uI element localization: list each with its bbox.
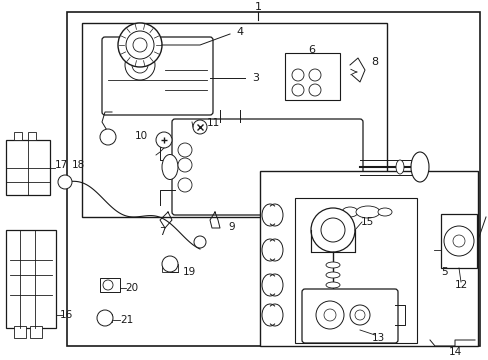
- Text: 16: 16: [60, 310, 73, 320]
- Circle shape: [452, 235, 464, 247]
- Text: 6: 6: [308, 45, 315, 55]
- Text: 12: 12: [453, 280, 467, 290]
- Circle shape: [178, 178, 192, 192]
- Text: 7: 7: [159, 227, 165, 237]
- Bar: [133, 43, 147, 65]
- Text: 10: 10: [135, 131, 148, 141]
- Text: 19: 19: [183, 267, 196, 277]
- Circle shape: [308, 69, 320, 81]
- Circle shape: [291, 84, 304, 96]
- Text: 13: 13: [370, 333, 384, 343]
- Circle shape: [324, 309, 335, 321]
- FancyBboxPatch shape: [302, 289, 397, 343]
- Ellipse shape: [395, 160, 403, 174]
- Bar: [260, 171, 477, 346]
- FancyBboxPatch shape: [172, 119, 362, 215]
- Text: 14: 14: [447, 347, 461, 357]
- Bar: [100, 278, 120, 292]
- Bar: [6, 230, 56, 328]
- Bar: [162, 264, 178, 272]
- Ellipse shape: [341, 207, 357, 217]
- Circle shape: [193, 120, 206, 134]
- Circle shape: [103, 280, 113, 290]
- Circle shape: [291, 69, 304, 81]
- Ellipse shape: [410, 152, 428, 182]
- Ellipse shape: [325, 282, 339, 288]
- Bar: [285, 53, 339, 100]
- Circle shape: [194, 236, 205, 248]
- Bar: [14, 326, 26, 338]
- Bar: [310, 230, 354, 252]
- Text: 4: 4: [236, 27, 243, 37]
- Text: 1: 1: [254, 2, 261, 12]
- Text: 9: 9: [228, 222, 235, 232]
- Text: 2: 2: [487, 208, 488, 218]
- Text: 18: 18: [72, 160, 85, 170]
- FancyBboxPatch shape: [102, 37, 213, 115]
- Circle shape: [97, 310, 113, 326]
- Bar: [82, 23, 386, 217]
- Circle shape: [156, 132, 172, 148]
- Bar: [30, 326, 42, 338]
- Circle shape: [125, 50, 155, 80]
- Bar: [294, 198, 416, 343]
- Bar: [28, 132, 36, 140]
- Text: 8: 8: [371, 57, 378, 67]
- Text: 20: 20: [125, 283, 138, 293]
- Bar: [440, 214, 476, 268]
- Ellipse shape: [377, 208, 391, 216]
- Text: 17: 17: [55, 160, 68, 170]
- Ellipse shape: [325, 272, 339, 278]
- Bar: [14, 132, 22, 140]
- Text: 3: 3: [252, 73, 259, 83]
- Ellipse shape: [325, 262, 339, 268]
- Bar: [67, 12, 479, 346]
- Circle shape: [118, 23, 162, 67]
- Circle shape: [100, 129, 116, 145]
- Circle shape: [349, 305, 369, 325]
- Ellipse shape: [162, 154, 178, 180]
- Bar: [98, 314, 112, 322]
- Circle shape: [310, 208, 354, 252]
- Circle shape: [315, 301, 343, 329]
- Circle shape: [126, 31, 154, 59]
- Circle shape: [354, 310, 364, 320]
- Text: 21: 21: [120, 315, 133, 325]
- Circle shape: [162, 256, 178, 272]
- Ellipse shape: [325, 292, 339, 298]
- Circle shape: [58, 175, 72, 189]
- Bar: [6, 140, 50, 195]
- Text: 11: 11: [206, 118, 219, 128]
- Circle shape: [133, 38, 147, 52]
- Ellipse shape: [355, 206, 379, 218]
- Circle shape: [178, 158, 192, 172]
- Circle shape: [320, 218, 345, 242]
- Circle shape: [308, 84, 320, 96]
- Circle shape: [132, 57, 148, 73]
- Circle shape: [178, 143, 192, 157]
- Text: 15: 15: [360, 217, 373, 227]
- Text: 5: 5: [441, 267, 447, 277]
- Circle shape: [443, 226, 473, 256]
